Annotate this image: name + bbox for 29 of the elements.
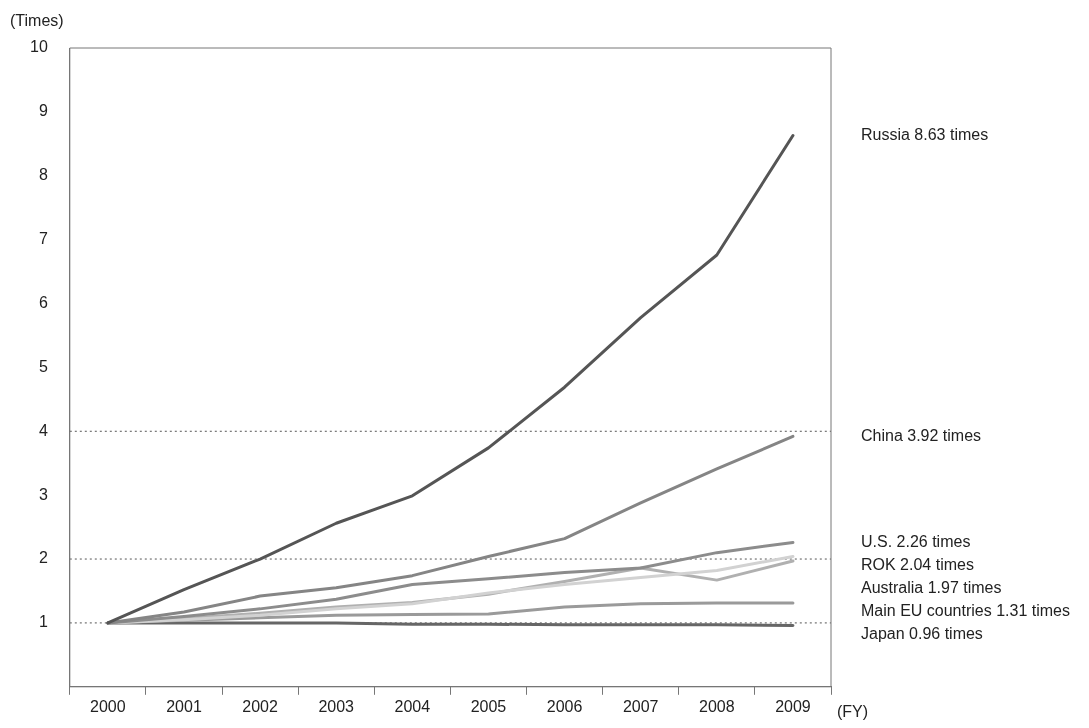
x-tick-label: 2002 [242, 697, 278, 715]
y-tick-label: 2 [38, 549, 48, 567]
y-tick-label: 3 [38, 485, 48, 503]
text: Australia 1.97 times [861, 578, 1002, 596]
y-tick-label: 1 [38, 613, 48, 631]
y-tick-label: 9 [38, 102, 48, 120]
text: Russia 8.63 times [861, 125, 989, 143]
x-tick-label: 2004 [394, 697, 431, 715]
text: Japan 0.96 times [861, 624, 983, 642]
y-tick-label: 8 [38, 166, 48, 184]
x-tick-label: 2001 [166, 697, 202, 715]
text: China 3.92 times [861, 426, 982, 444]
x-tick-label: 2008 [699, 697, 735, 715]
text: U.S. 2.26 times [861, 532, 971, 550]
x-tick-label: 2007 [622, 697, 659, 715]
y-tick-label: 4 [38, 421, 48, 439]
x-tick-label: 2005 [470, 697, 507, 715]
text: ROK 2.04 times [861, 555, 974, 573]
x-tick-label: 2003 [318, 697, 355, 715]
y-tick-label: 7 [38, 230, 48, 248]
text: Main EU countries 1.31 times [861, 601, 1070, 619]
y-tick-label: 10 [30, 38, 48, 56]
x-tick-label: 2000 [90, 697, 126, 715]
x-axis-title: (FY) [837, 703, 869, 721]
x-tick-label: 2009 [775, 697, 811, 715]
y-tick-label: 6 [38, 293, 48, 311]
x-tick-label: 2006 [546, 697, 583, 715]
y-tick-label: 5 [38, 357, 48, 375]
y-axis-title: (Times) [10, 12, 64, 30]
